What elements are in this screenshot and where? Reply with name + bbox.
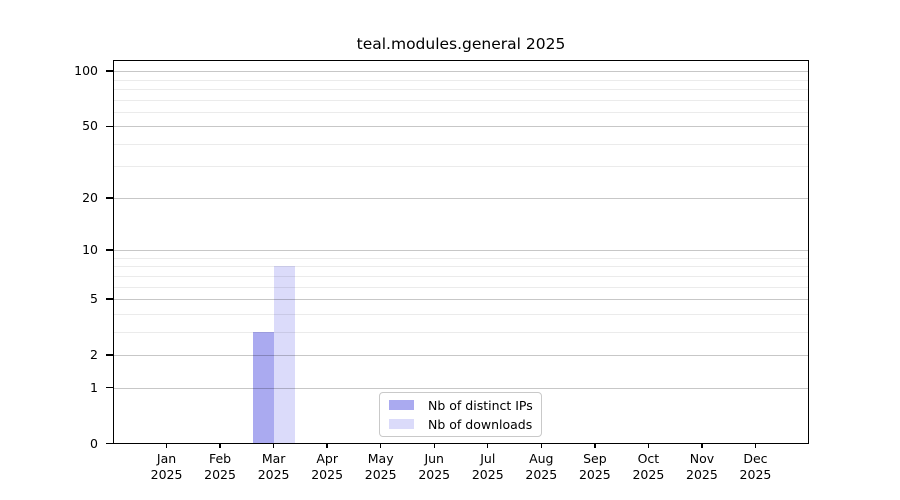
month-label: Dec 2025 — [739, 451, 772, 482]
distinct-ips-swatch — [389, 400, 414, 410]
x-tick-mark — [594, 443, 596, 448]
gridline-major — [113, 298, 809, 300]
y-tick-label: 100 — [74, 63, 98, 79]
gridline-major — [113, 354, 809, 356]
gridline-major — [113, 250, 809, 252]
gridline-minor — [113, 266, 809, 268]
x-tick-mark — [219, 443, 221, 448]
gridline-minor — [113, 88, 809, 90]
y-tick-mark — [106, 249, 113, 251]
gridline-minor — [113, 166, 809, 168]
legend-label-downloads: Nb of downloads — [428, 416, 533, 432]
y-tick-label: 20 — [82, 189, 98, 205]
y-tick-mark — [106, 442, 113, 445]
bar-nb-of-distinct-ips — [252, 331, 274, 444]
chart-title: teal.modules.general 2025 — [356, 35, 566, 53]
gridline-minor — [113, 275, 809, 277]
x-tick-mark — [647, 443, 650, 448]
gridline-minor — [113, 313, 809, 315]
month-label: May 2025 — [364, 451, 397, 482]
x-tick-mark — [487, 443, 489, 448]
month-label: Jun 2025 — [418, 451, 451, 482]
y-tick-label: 0 — [90, 435, 98, 451]
downloads-swatch — [389, 419, 414, 429]
y-tick-mark — [106, 70, 113, 72]
y-tick-mark — [106, 197, 113, 199]
x-tick-mark — [540, 443, 542, 448]
bar-nb-of-downloads — [273, 266, 295, 444]
legend-item-distinct-ips: Nb of distinct IPs — [380, 398, 541, 413]
x-tick-mark — [701, 443, 703, 448]
y-tick-mark — [106, 354, 113, 356]
y-tick-mark — [106, 125, 113, 127]
x-tick-mark — [754, 443, 757, 448]
gridline-major — [113, 71, 809, 73]
month-label: Aug 2025 — [525, 451, 558, 482]
gridline-major — [113, 197, 809, 199]
gridline-major — [113, 126, 809, 128]
legend: Nb of distinct IPs Nb of downloads — [379, 392, 542, 437]
x-tick-mark — [165, 443, 168, 448]
plot-area — [113, 60, 809, 444]
y-tick-label: 2 — [90, 346, 98, 362]
month-label: Sep 2025 — [578, 451, 611, 482]
month-label: Oct 2025 — [632, 451, 665, 482]
y-tick-label: 5 — [90, 290, 98, 306]
gridline-minor — [113, 257, 809, 259]
gridline-minor — [113, 111, 809, 113]
month-label: Jan 2025 — [150, 451, 183, 482]
y-tick-mark — [106, 386, 113, 389]
month-label: Apr 2025 — [311, 451, 344, 482]
month-label: Nov 2025 — [686, 451, 718, 482]
y-tick-mark — [106, 298, 113, 300]
gridline-minor — [113, 331, 809, 333]
gridline-minor — [113, 99, 809, 101]
gridline-major — [113, 387, 809, 389]
x-tick-mark — [326, 443, 328, 448]
y-tick-label: 10 — [82, 242, 98, 258]
x-tick-mark — [272, 443, 275, 448]
x-tick-mark — [433, 443, 435, 448]
x-tick-mark — [379, 443, 382, 448]
gridline-minor — [113, 79, 809, 81]
month-label: Jul 2025 — [471, 451, 504, 482]
gridline-minor — [113, 143, 809, 145]
legend-item-downloads: Nb of downloads — [380, 417, 541, 432]
legend-label-distinct-ips: Nb of distinct IPs — [428, 397, 533, 413]
y-tick-label: 50 — [82, 118, 98, 134]
y-tick-label: 1 — [90, 379, 98, 395]
gridline-minor — [113, 286, 809, 288]
month-label: Mar 2025 — [257, 451, 290, 482]
month-label: Feb 2025 — [204, 451, 236, 482]
